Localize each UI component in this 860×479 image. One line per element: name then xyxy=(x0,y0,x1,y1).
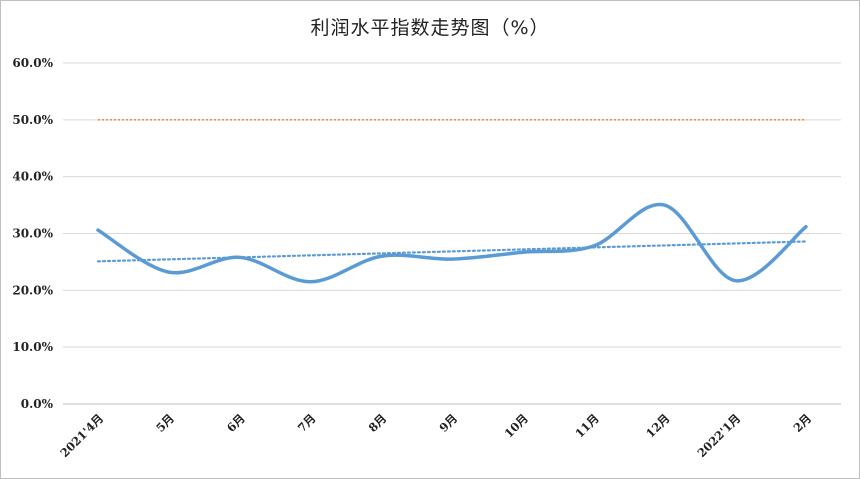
x-tick-label: 9月 xyxy=(436,411,460,435)
y-tick-label: 20.0% xyxy=(12,283,53,297)
x-tick-label: 11月 xyxy=(572,411,601,440)
x-tick-label: 6月 xyxy=(224,411,248,435)
y-tick-label: 60.0% xyxy=(12,56,53,70)
series-layer xyxy=(96,202,808,284)
y-axis: 0.0% 10.0% 20.0% 30.0% 40.0% 50.0% 60.0% xyxy=(12,56,53,411)
y-tick-label: 50.0% xyxy=(12,113,53,127)
x-tick-label: 2月 xyxy=(790,411,814,435)
y-tick-label: 40.0% xyxy=(12,170,53,184)
y-tick-label: 0.0% xyxy=(21,397,54,411)
x-tick-label: 2022'1月 xyxy=(695,411,744,460)
x-tick-label: 2021'4月 xyxy=(57,411,106,460)
trendline-layer xyxy=(96,240,808,263)
chart-title: 利润水平指数走势图（%） xyxy=(310,17,550,39)
x-axis: 2021'4月 5月 6月 7月 8月 9月 10月 11月 12月 2022'1月 2月 xyxy=(57,411,814,460)
series-line xyxy=(96,202,808,284)
x-tick-label: 5月 xyxy=(153,411,177,435)
x-tick-label: 7月 xyxy=(295,411,319,435)
trendline xyxy=(96,240,808,263)
y-tick-label: 10.0% xyxy=(12,340,53,354)
x-tick-label: 10月 xyxy=(502,411,531,440)
y-tick-label: 30.0% xyxy=(12,227,53,241)
gridlines xyxy=(63,62,841,405)
x-tick-label: 12月 xyxy=(643,411,672,440)
x-tick-label: 8月 xyxy=(366,411,390,435)
